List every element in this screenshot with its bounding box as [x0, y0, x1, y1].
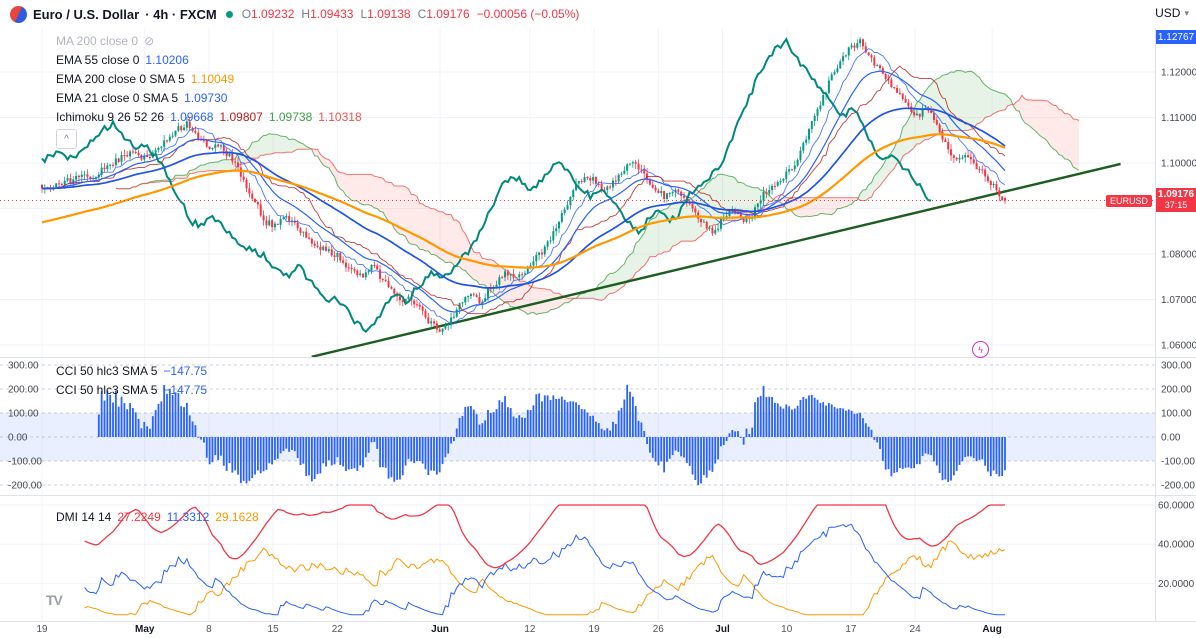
svg-text:0.00: 0.00: [1161, 433, 1181, 444]
svg-text:1.07000: 1.07000: [1161, 295, 1196, 306]
svg-text:0.00: 0.00: [8, 433, 28, 444]
svg-text:1.06000: 1.06000: [1161, 341, 1196, 352]
pane-separator-dmi[interactable]: [0, 495, 1196, 496]
svg-text:1.10000: 1.10000: [1161, 159, 1196, 170]
dmi-plusdi-value: 11.3312: [166, 509, 210, 524]
dmi-minusdi-value: 29.1628: [215, 509, 259, 524]
svg-text:1.11000: 1.11000: [1161, 113, 1196, 124]
time-tick: Aug: [982, 624, 1002, 635]
legend-row-ma200[interactable]: MA 200 close 0 ⊘: [56, 31, 362, 50]
currency-label: USD: [1155, 6, 1181, 20]
svg-text:-100.00: -100.00: [8, 457, 42, 468]
dmi-values: 27.2249 11.3312 29.1628: [117, 510, 258, 524]
svg-text:100.00: 100.00: [1161, 409, 1192, 420]
ichimoku-leada-value: 1.09738: [268, 109, 313, 124]
ohlc-high: H1.09433: [301, 7, 354, 21]
chevron-down-icon: ▾: [1184, 7, 1189, 18]
ichimoku-base-value: 1.09807: [219, 109, 263, 124]
time-axis-separator: [0, 621, 1196, 622]
legend-ema21-label: EMA 21 close 0 SMA 5: [56, 90, 179, 105]
dmi-legend: DMI 14 14 27.2249 11.3312 29.1628: [56, 507, 259, 526]
dmi-pane-svg[interactable]: 60.0000 40.0000 20.0000: [0, 496, 1196, 622]
ichimoku-leadb-value: 1.10318: [318, 109, 362, 124]
svg-text:-200.00: -200.00: [1161, 481, 1195, 492]
svg-text:-200.00: -200.00: [8, 481, 42, 492]
symbol-meta[interactable]: · 4h · FXCM: [145, 6, 217, 22]
cci-label-1: CCI 50 hlc3 SMA 5: [56, 363, 158, 378]
svg-text:20.0000: 20.0000: [1158, 579, 1195, 590]
ohlc-open: O1.09232: [241, 7, 295, 21]
cci-legend-row-2[interactable]: CCI 50 hlc3 SMA 5 −147.75: [56, 380, 207, 399]
legend-ichimoku-label: Ichimoku 9 26 52 26: [56, 109, 165, 124]
legend-row-ema21[interactable]: EMA 21 close 0 SMA 5 1.09730: [56, 88, 362, 107]
time-axis[interactable]: 19 May 8 15 22 Jun 12 19 26 Jul 10 17 24 Aug: [0, 622, 1196, 638]
legend-row-ichimoku[interactable]: Ichimoku 9 26 52 26 1.09668 1.09807 1.09…: [56, 107, 362, 126]
pane-separator-cci[interactable]: [0, 357, 1196, 358]
svg-text:300.00: 300.00: [8, 361, 39, 372]
ohlc-close: C1.09176: [417, 7, 470, 21]
symbol-title[interactable]: Euro / U.S. Dollar: [33, 6, 140, 22]
ichimoku-conversion-value: 1.09668: [170, 109, 214, 124]
chart-header: Euro / U.S. Dollar · 4h · FXCM O1.09232 …: [0, 0, 1196, 28]
time-tick: 26: [652, 624, 664, 635]
svg-text:60.0000: 60.0000: [1158, 501, 1195, 512]
time-tick: 10: [781, 624, 793, 635]
svg-text:200.00: 200.00: [1161, 385, 1192, 396]
magic-circle-icon[interactable]: ϟ: [972, 341, 989, 358]
time-tick: Jul: [715, 624, 730, 635]
time-tick: 17: [845, 624, 857, 635]
last-price-marker: 1.09176 37:15: [1156, 188, 1196, 212]
cci-label-2: CCI 50 hlc3 SMA 5: [56, 382, 158, 397]
time-tick: 12: [524, 624, 536, 635]
dmi-legend-row[interactable]: DMI 14 14 27.2249 11.3312 29.1628: [56, 507, 259, 526]
legend-ma200-label: MA 200 close 0: [56, 33, 139, 48]
dmi-label: DMI 14 14: [56, 509, 112, 524]
cci-legend-row-1[interactable]: CCI 50 hlc3 SMA 5 −147.75: [56, 361, 207, 380]
symbol-logo-icon[interactable]: [10, 5, 27, 23]
time-tick: Jun: [431, 624, 449, 635]
ohlc-low: L1.09138: [360, 7, 411, 21]
cci-legend: CCI 50 hlc3 SMA 5 −147.75 CCI 50 hlc3 SM…: [56, 361, 207, 399]
time-tick: 8: [206, 624, 212, 635]
ohlc-readout: O1.09232 H1.09433 L1.09138 C1.09176 −0.0…: [242, 7, 580, 21]
legend-ema21-value: 1.09730: [184, 90, 228, 105]
svg-text:100.00: 100.00: [8, 409, 39, 420]
market-status-dot-icon: [225, 10, 233, 18]
svg-text:-100.00: -100.00: [1161, 457, 1195, 468]
legend-row-ema200[interactable]: EMA 200 close 0 SMA 5 1.10049: [56, 69, 362, 88]
legend-collapse-button[interactable]: ^: [56, 129, 77, 149]
price-axis-separator[interactable]: [1155, 28, 1156, 622]
legend-ichimoku-values: 1.09668 1.09807 1.09738 1.10318: [170, 110, 362, 124]
legend-ema200-value: 1.10049: [190, 71, 235, 86]
last-price-value: 1.09176: [1157, 189, 1195, 200]
time-tick: 15: [267, 624, 279, 635]
price-pane-svg[interactable]: 1.12000 1.11000 1.10000 1.08000 1.07000 1.060…: [0, 28, 1196, 358]
time-tick: May: [134, 624, 155, 635]
legend-ema55-value: 1.10206: [145, 52, 189, 67]
svg-text:40.0000: 40.0000: [1158, 540, 1195, 551]
svg-text:300.00: 300.00: [1161, 361, 1192, 372]
bar-countdown: 37:15: [1164, 200, 1188, 210]
legend-ema200-label: EMA 200 close 0 SMA 5: [56, 71, 185, 86]
high-price-marker: 1.12767: [1156, 30, 1196, 44]
indicator-legend: MA 200 close 0 ⊘ EMA 55 close 0 1.10206 …: [56, 31, 362, 149]
svg-text:1.12000: 1.12000: [1161, 68, 1196, 79]
symbol-price-tag: EURUSD: [1106, 195, 1153, 207]
time-tick: 19: [588, 624, 600, 635]
legend-row-ema55[interactable]: EMA 55 close 0 1.10206: [56, 50, 362, 69]
eye-off-icon[interactable]: ⊘: [144, 33, 155, 48]
cci-value-2: −147.75: [163, 382, 208, 397]
dmi-adx-value: 27.2249: [117, 509, 161, 524]
time-tick: 19: [36, 624, 48, 635]
price-change: −0.00056 (−0.05%): [476, 7, 580, 21]
time-tick: 22: [331, 624, 343, 635]
cci-value-1: −147.75: [163, 363, 208, 378]
legend-ema55-label: EMA 55 close 0: [56, 52, 140, 67]
currency-selector[interactable]: USD ▾: [1155, 6, 1189, 20]
tradingview-logo[interactable]: TV: [46, 592, 63, 608]
cci-pane-svg[interactable]: 300.00 300.00 200.00 200.00 100.00 100.00 0.00…: [0, 358, 1196, 496]
time-tick: 24: [909, 624, 921, 635]
svg-text:200.00: 200.00: [8, 385, 39, 396]
svg-text:1.08000: 1.08000: [1161, 250, 1196, 261]
